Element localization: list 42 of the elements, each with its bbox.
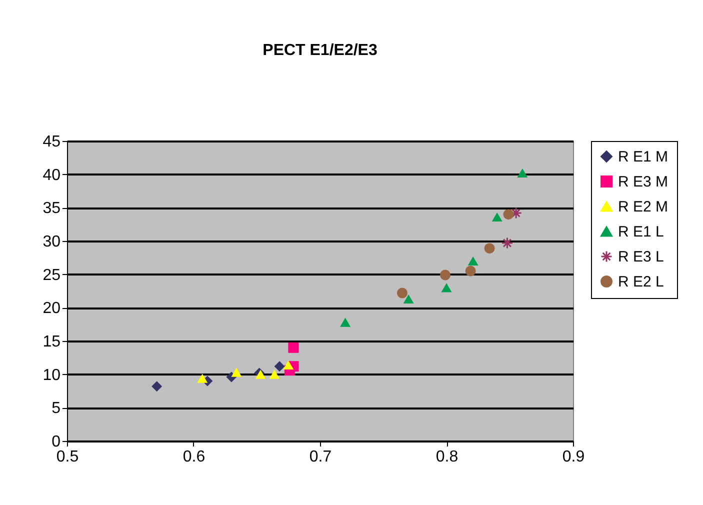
x-tick-label: 0.5 xyxy=(56,448,79,466)
point xyxy=(274,361,285,372)
point xyxy=(468,256,478,266)
legend-label: R E3 L xyxy=(618,248,664,266)
legend-label: R E3 M xyxy=(618,174,668,190)
y-tick-label: 25 xyxy=(42,266,61,284)
point xyxy=(492,212,502,222)
point xyxy=(501,237,514,249)
y-tick-label: 30 xyxy=(42,234,61,250)
point xyxy=(152,381,162,392)
point xyxy=(283,360,294,370)
chart-title: PECT E1/E2/E3 xyxy=(262,42,378,59)
point xyxy=(440,270,450,280)
legend-label: R E1 L xyxy=(618,224,664,240)
x-tick-label: 0.8 xyxy=(436,448,458,466)
x-tick-label: 0.9 xyxy=(562,448,585,466)
y-tick-label: 40 xyxy=(42,166,61,184)
point xyxy=(510,207,522,219)
point xyxy=(465,266,476,276)
y-tick-label: 15 xyxy=(42,334,61,350)
point xyxy=(197,374,208,383)
x-tick-label: 0.7 xyxy=(309,448,332,466)
y-tick-label: 10 xyxy=(42,366,61,384)
point xyxy=(288,342,299,353)
legend-label: R E2 L xyxy=(618,274,664,290)
legend-label: R E1 M xyxy=(618,148,668,166)
point xyxy=(269,370,280,379)
point xyxy=(441,283,452,292)
y-tick-label: 5 xyxy=(52,400,61,418)
point xyxy=(503,209,514,220)
y-tick-label: 0 xyxy=(52,434,61,450)
point xyxy=(403,294,414,304)
y-tick-label: 45 xyxy=(42,134,61,150)
point xyxy=(231,368,242,377)
y-tick-label: 35 xyxy=(42,200,61,218)
point xyxy=(517,168,528,178)
x-tick-label: 0.6 xyxy=(182,448,206,466)
point xyxy=(340,318,351,327)
point xyxy=(484,243,495,254)
legend-label: R E2 M xyxy=(618,198,668,216)
point xyxy=(396,288,408,298)
y-tick-label: 20 xyxy=(42,300,61,318)
